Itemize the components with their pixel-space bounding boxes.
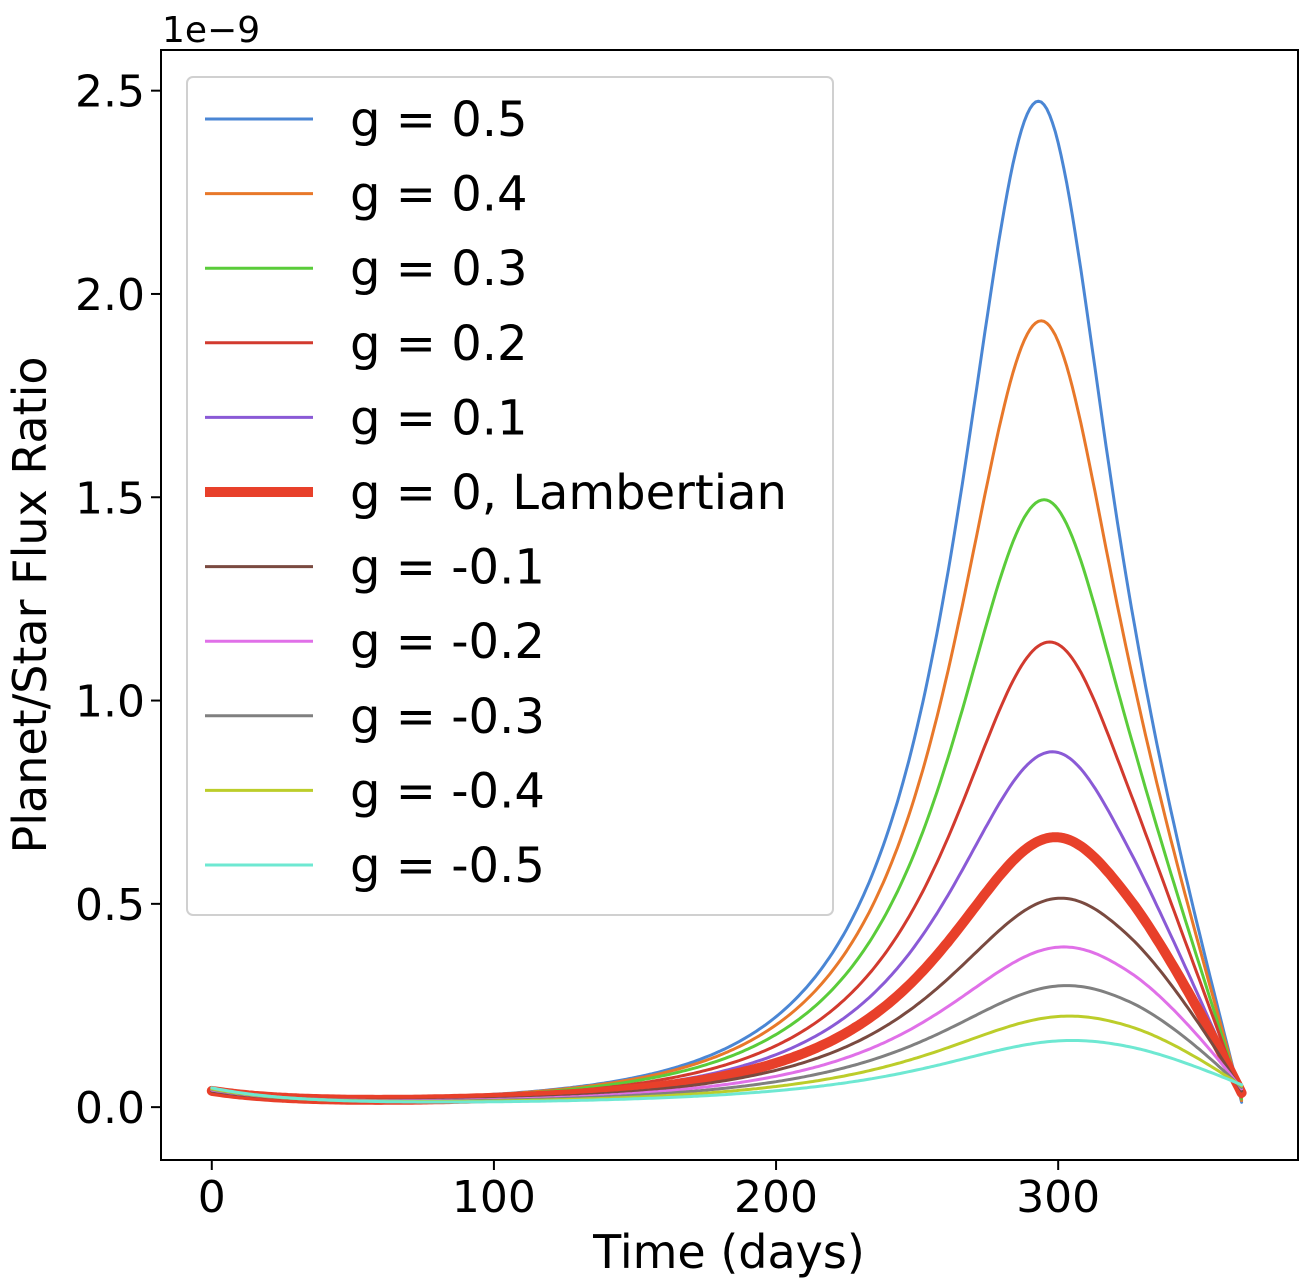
series-line-10 [210,1039,1244,1104]
legend-label: g = 0.1 [350,390,528,446]
legend-items: g = 0.5 g = 0.4 g = 0.3 g = 0.2 g = 0.1 g = 0… [205,92,787,894]
legend-label: g = 0, Lambertian [350,465,787,521]
y-tick-label: 1.0 [75,677,145,728]
y-tick-label: 2.5 [75,67,145,118]
series-layer [206,99,1247,1105]
legend-label: g = 0.2 [350,316,528,372]
y-tick-label: 0.5 [75,880,145,931]
y-offset-label: 1e−9 [162,10,260,51]
x-tick-label: 200 [734,1172,818,1223]
x-tick-label: 0 [198,1172,226,1223]
legend-label: g = 0.3 [350,241,528,297]
plot-frame [160,49,1299,1161]
legend-box [186,76,834,916]
x-axis-label: Time (days) [592,1225,865,1279]
x-tick-label: 100 [452,1172,536,1223]
legend-label: g = 0.4 [350,167,528,223]
x-tick-label: 300 [1016,1172,1100,1223]
y-axis-label: Planet/Star Flux Ratio [3,357,57,854]
legend: g = 0.5 g = 0.4 g = 0.3 g = 0.2 g = 0.1 g = 0… [186,76,834,916]
legend-label: g = -0.1 [350,540,545,596]
y-tick-label: 1.5 [75,473,145,524]
y-tick-label: 2.0 [75,270,145,321]
x-axis-ticks: 0 100 200 300 [198,1160,1100,1223]
legend-label: g = -0.5 [350,838,545,894]
legend-label: g = -0.2 [350,614,545,670]
legend-label: g = -0.3 [350,689,545,745]
y-tick-label: 0.0 [75,1083,145,1134]
legend-label: g = -0.4 [350,763,545,819]
y-axis-ticks: 0.0 0.5 1.0 1.5 2.0 2.5 [75,67,161,1134]
legend-label: g = 0.5 [350,92,528,148]
